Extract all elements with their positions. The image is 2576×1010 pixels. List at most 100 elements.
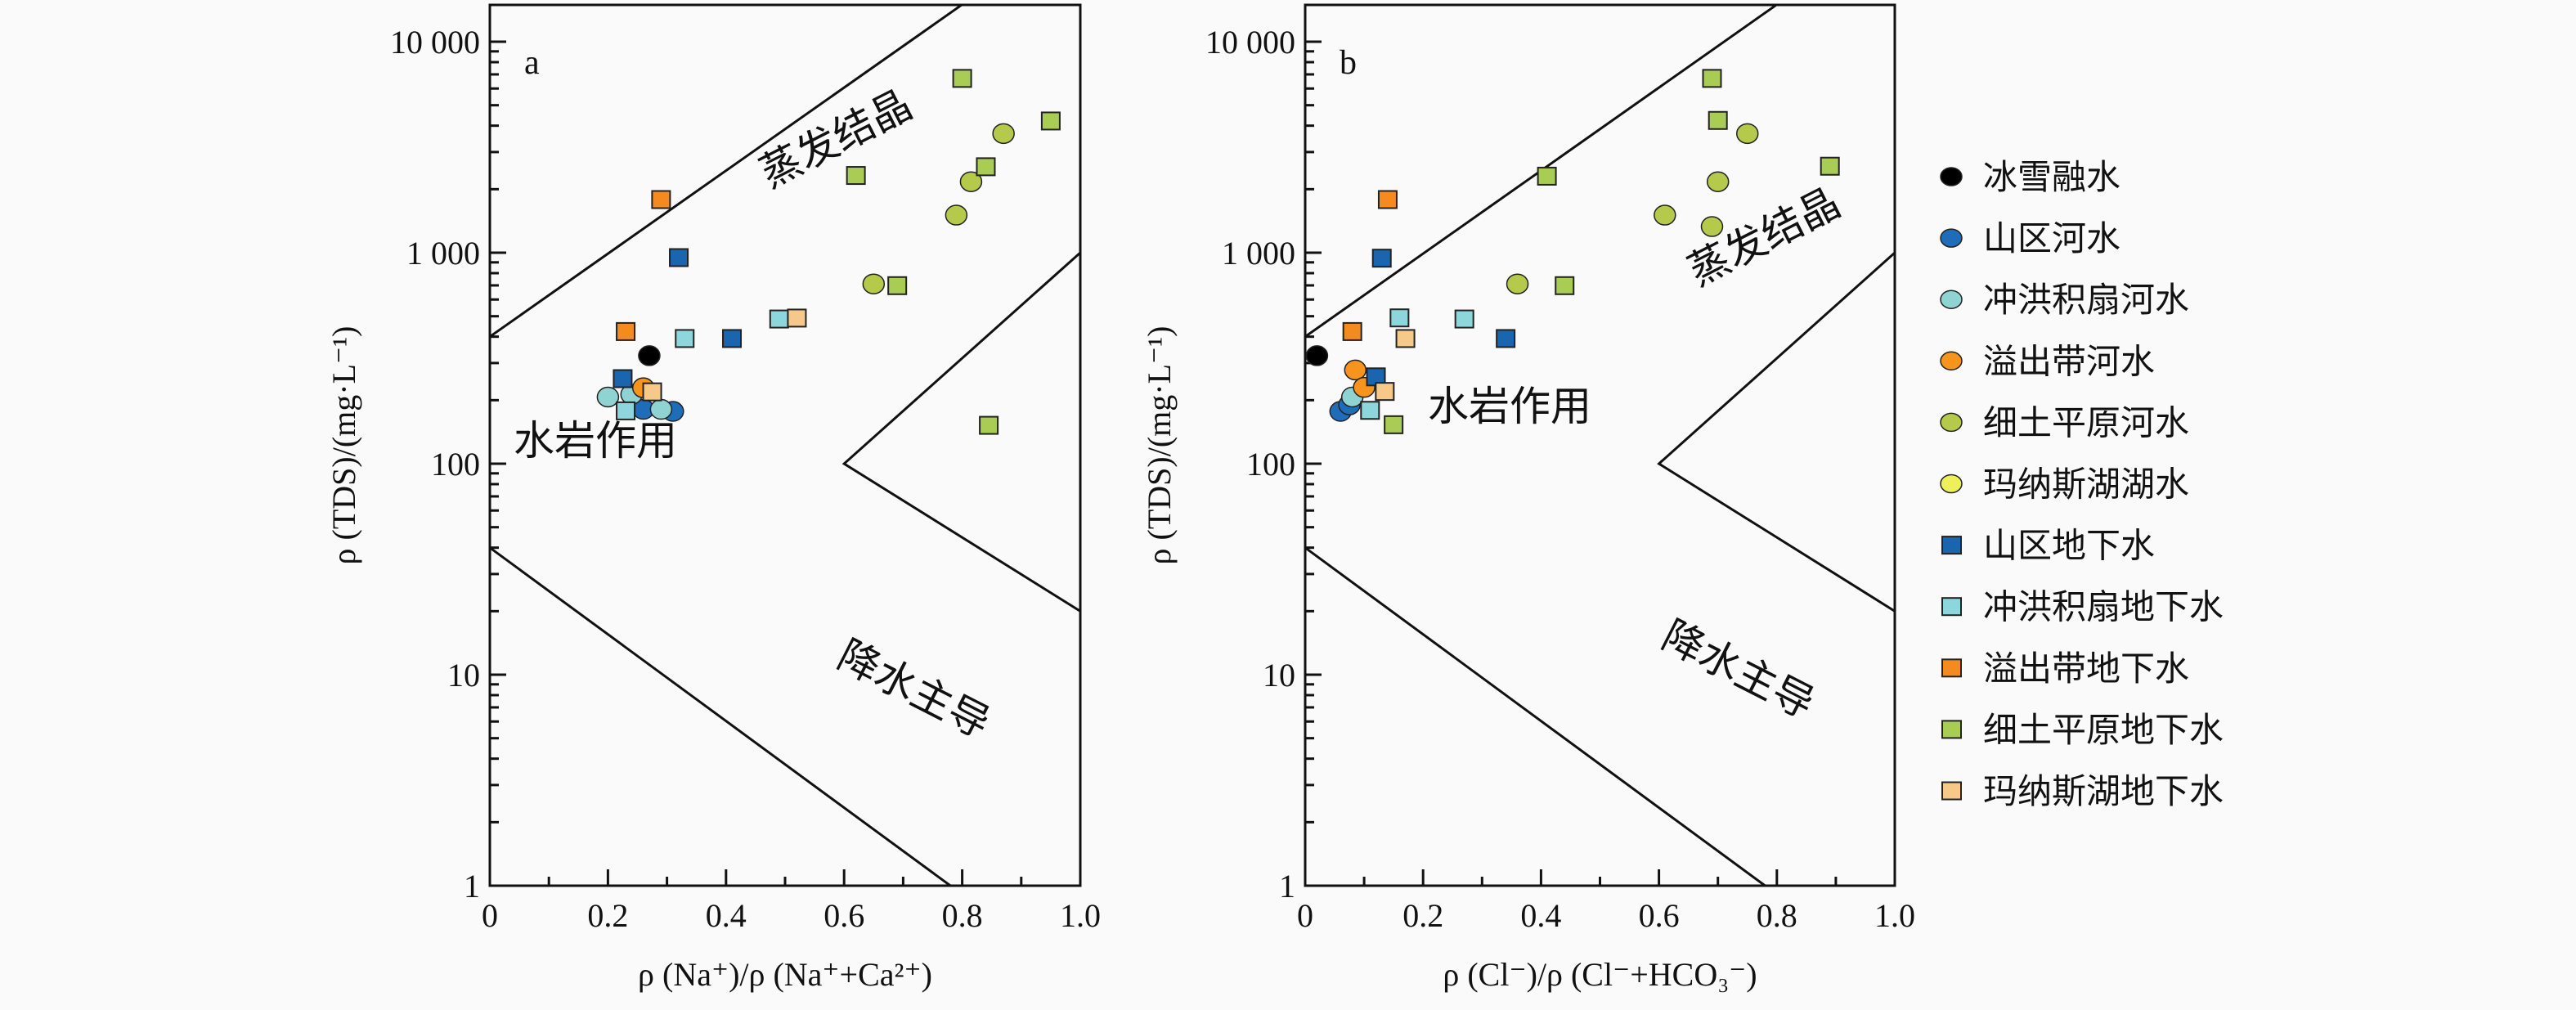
data-point-series-10: [1708, 110, 1728, 130]
data-point-series-1: [638, 345, 661, 366]
y-tick-label: 10 000: [390, 24, 480, 61]
data-point-series-11: [787, 308, 807, 328]
boundary-lower: [1305, 546, 1766, 886]
panel-b: 1 10 100 1 000 10 000 0 0.2 0.4 0.6 0.8 1.0 ρ (Cl⁻)…: [1141, 3, 1915, 993]
legend-marker-circle: [1940, 290, 1963, 309]
x-tick-label: 0.4: [1520, 897, 1561, 934]
region-label-evaporation: 蒸发结晶: [752, 81, 920, 197]
legend-item: 玛纳斯湖地下水: [1941, 771, 2224, 811]
data-point-series-9: [616, 321, 636, 341]
data-point-series-10: [1384, 415, 1404, 434]
data-point-series-8: [1389, 308, 1410, 328]
legend-item: 山区地下水: [1941, 526, 2155, 566]
data-point-series-10: [887, 276, 908, 295]
x-tick-label: 1.0: [1060, 897, 1101, 934]
data-point-series-5: [1506, 273, 1529, 294]
legend-item: 溢出带地下水: [1941, 649, 2189, 689]
y-tick-label: 100: [431, 446, 480, 483]
y-tick-label: 1 000: [406, 235, 480, 272]
data-point-series-5: [862, 273, 886, 294]
boundary-lines: [490, 5, 1080, 886]
data-point-series-10: [1702, 69, 1722, 88]
region-label-rock-weathering: 水岩作用: [1428, 383, 1591, 430]
legend-item: 玛纳斯湖湖水: [1940, 465, 2189, 505]
data-point-series-7: [1371, 249, 1392, 268]
panel-label: a: [524, 44, 540, 82]
data-point-series-9: [1342, 321, 1362, 341]
legend-marker-circle: [1940, 474, 1963, 494]
legend-marker-square: [1941, 597, 1962, 617]
legend-label: 山区地下水: [1983, 526, 2155, 566]
legend-item: 细土平原地下水: [1941, 710, 2224, 750]
data-point-series-8: [1360, 401, 1380, 420]
data-point-series-7: [613, 369, 633, 388]
x-tick-label: 0.4: [706, 897, 747, 934]
legend-marker-circle: [1940, 228, 1963, 248]
y-axis-label: ρ (TDS)/(mg·L⁻¹): [325, 326, 362, 565]
data-point-series-10: [1537, 166, 1557, 186]
data-point-series-5: [1736, 123, 1759, 145]
legend-item: 冲洪积扇河水: [1940, 280, 2189, 320]
x-tick-label: 0.2: [587, 897, 628, 934]
legend-item: 细土平原河水: [1940, 402, 2189, 442]
legend-label: 玛纳斯湖地下水: [1983, 771, 2224, 811]
x-tick-label: 1.0: [1874, 897, 1915, 934]
legend-label: 细土平原地下水: [1983, 710, 2224, 750]
legend-label: 溢出带河水: [1983, 341, 2155, 381]
data-point-series-8: [769, 309, 789, 329]
legend-label: 玛纳斯湖湖水: [1983, 465, 2189, 505]
data-points: [596, 69, 1061, 435]
panel-label: b: [1340, 44, 1357, 82]
data-point-series-10: [1040, 111, 1061, 131]
legend-marker-circle: [1940, 167, 1963, 186]
legend-marker-square: [1941, 781, 1962, 801]
legend-label: 山区河水: [1983, 218, 2120, 258]
legend-marker-circle: [1940, 351, 1963, 371]
legend-item: 山区河水: [1940, 218, 2120, 258]
data-point-series-11: [1395, 329, 1416, 348]
data-point-series-10: [979, 415, 999, 435]
data-point-series-5: [945, 204, 968, 226]
data-point-series-9: [651, 190, 671, 209]
region-label-rock-weathering: 水岩作用: [514, 417, 677, 465]
data-point-series-7: [1496, 329, 1516, 348]
region-label-precipitation: 降水主导: [1654, 612, 1822, 728]
data-point-series-10: [952, 69, 972, 88]
data-point-series-1: [1305, 345, 1329, 366]
data-point-series-5: [959, 171, 983, 192]
legend-marker-square: [1941, 658, 1962, 678]
x-tick-label: 0: [1297, 897, 1313, 934]
y-axis-label: ρ (TDS)/(mg·L⁻¹): [1141, 326, 1178, 565]
legend-label: 冲洪积扇地下水: [1983, 587, 2224, 627]
data-point-series-7: [722, 329, 743, 348]
boundary-wedge: [841, 251, 1080, 613]
legend-label: 冲洪积扇河水: [1983, 280, 2189, 320]
data-point-series-11: [1375, 382, 1395, 402]
data-point-series-8: [675, 329, 695, 348]
legend-item: 溢出带河水: [1940, 341, 2155, 381]
x-tick-label: 0: [482, 897, 498, 934]
legend-item: 冰雪融水: [1940, 157, 2120, 197]
y-tick-label: 1 000: [1222, 235, 1295, 272]
data-point-series-7: [669, 248, 689, 267]
y-tick-label: 10: [447, 657, 480, 694]
x-axis-label: ρ (Cl⁻)/ρ (Cl⁻+HCO₃⁻): [1443, 956, 1757, 993]
y-tick-label: 100: [1246, 446, 1295, 483]
boundary-lower: [490, 546, 952, 886]
x-tick-label: 0.8: [942, 897, 983, 934]
legend-marker-square: [1941, 720, 1962, 739]
legend-item: 冲洪积扇地下水: [1941, 587, 2224, 627]
data-point-series-5: [992, 123, 1015, 145]
legend: 冰雪融水山区河水冲洪积扇河水溢出带河水细土平原河水玛纳斯湖湖水山区地下水冲洪积扇…: [1940, 157, 2224, 811]
x-tick-label: 0.6: [824, 897, 864, 934]
data-point-series-8: [616, 401, 636, 420]
data-point-series-5: [1706, 171, 1730, 192]
boundary-lines: [1305, 5, 1895, 886]
legend-marker-circle: [1940, 412, 1963, 433]
data-point-series-3: [596, 386, 620, 408]
x-tick-label: 0.2: [1402, 897, 1443, 934]
legend-label: 冰雪融水: [1983, 157, 2120, 197]
data-point-series-10: [846, 166, 866, 186]
data-point-series-9: [1377, 190, 1398, 209]
